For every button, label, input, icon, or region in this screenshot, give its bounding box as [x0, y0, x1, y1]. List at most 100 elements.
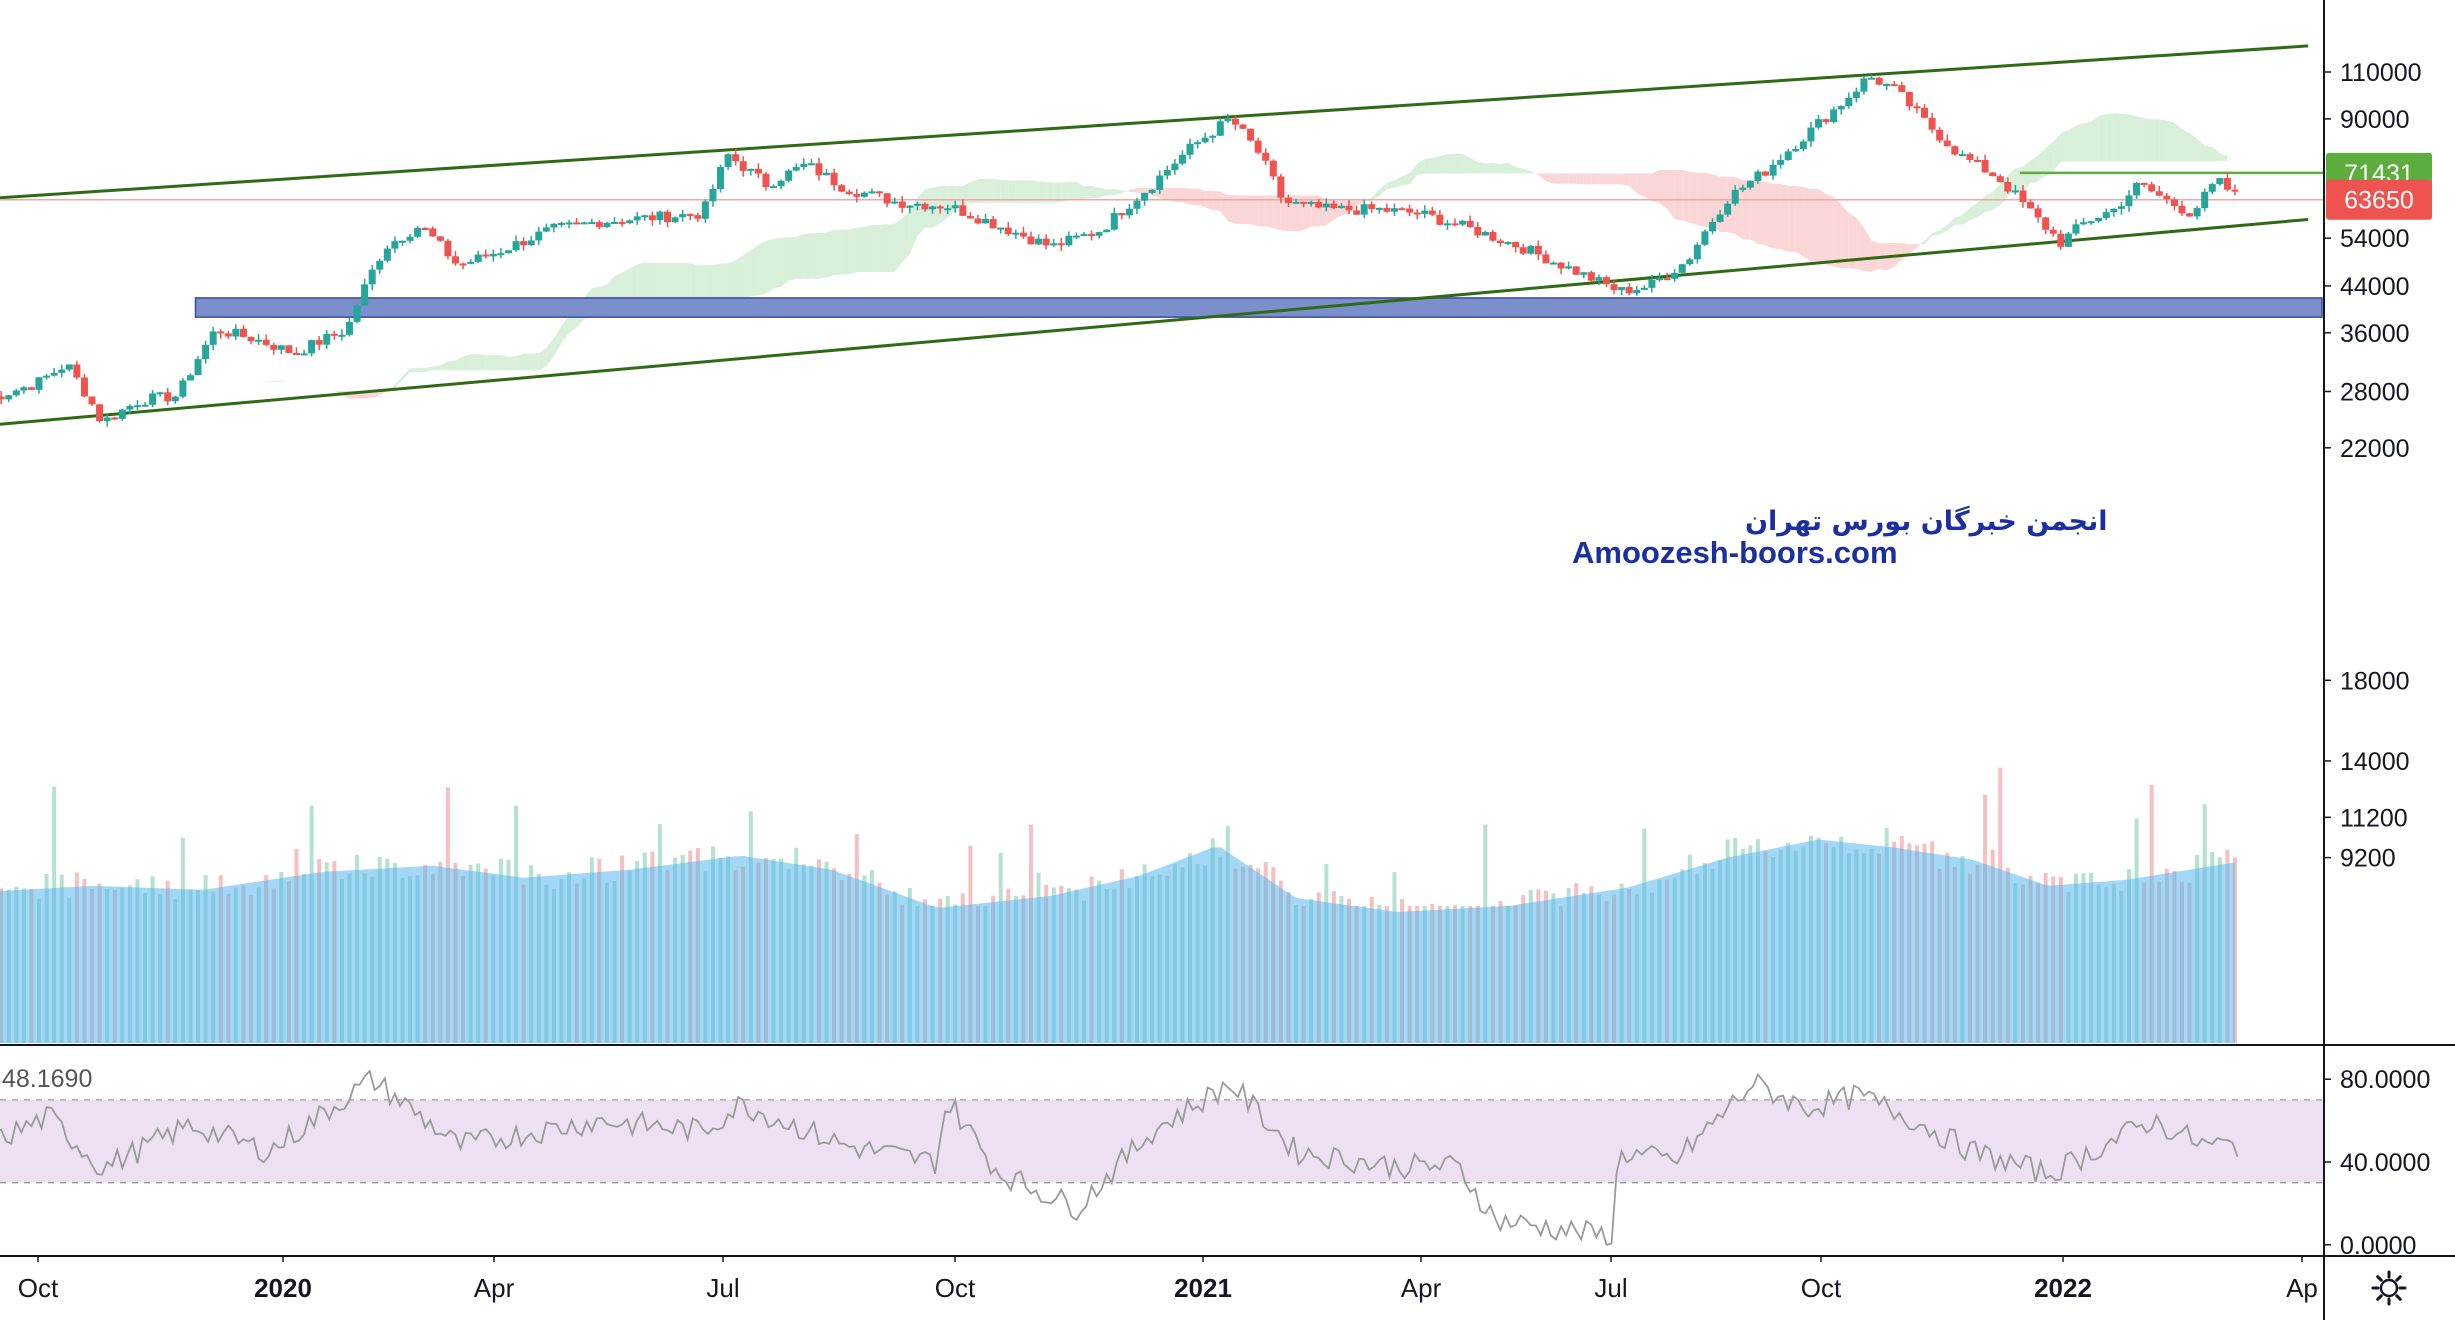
candle-body	[20, 387, 28, 391]
cloud-segment	[2106, 113, 2114, 162]
cloud-segment	[1969, 202, 1978, 221]
cloud-segment	[1394, 176, 1403, 189]
cloud-segment	[1197, 188, 1206, 208]
support-zone-rect[interactable]	[194, 297, 2323, 318]
cloud-segment	[1659, 169, 1668, 209]
candle-body	[65, 364, 73, 370]
cloud-segment	[1833, 196, 1842, 268]
candle-body	[126, 405, 134, 410]
candle-body	[2087, 221, 2095, 224]
candle-body	[1769, 164, 1777, 176]
cloud-segment	[803, 233, 812, 279]
candle-body	[1012, 232, 1020, 235]
candle-body	[747, 168, 755, 171]
candle-body	[2216, 178, 2224, 185]
price-axis[interactable]: 110000 90000 54000 44000 36000 28000 22000 1800…	[2324, 59, 2430, 1260]
drawing-lines[interactable]	[0, 44, 2324, 426]
candle-body	[1322, 203, 1330, 208]
cloud-segment	[2121, 113, 2129, 162]
cloud-segment	[1826, 194, 1834, 267]
cloud-segment	[1591, 173, 1599, 185]
candle-body	[883, 193, 891, 204]
candle-body	[398, 240, 406, 243]
cloud-segment	[644, 262, 653, 306]
cloud-segment	[1863, 227, 1872, 272]
cloud-segment	[2022, 160, 2031, 191]
cloud-segment	[1909, 244, 1917, 254]
candle-body	[50, 372, 58, 376]
candle-body	[974, 218, 982, 224]
candle-body	[1580, 272, 1588, 275]
cloud-segment	[1735, 176, 1743, 240]
candle-body	[451, 256, 459, 264]
candle-body	[103, 417, 111, 422]
candle-body	[611, 221, 619, 224]
cloud-segment	[1129, 188, 1137, 193]
cloud-segment	[1553, 173, 1562, 184]
price-tick-label: 54000	[2340, 225, 2410, 253]
candle-body	[1852, 91, 1860, 98]
cloud-segment	[758, 241, 766, 296]
candle-body	[2019, 190, 2027, 202]
cloud-segment	[1023, 180, 1031, 203]
cloud-segment	[1621, 173, 1630, 187]
candle-body	[368, 269, 376, 285]
cloud-segment	[1871, 240, 1880, 272]
candle-body	[527, 240, 535, 246]
cloud-segment	[1742, 180, 1751, 240]
cloud-segment	[1008, 180, 1016, 203]
cloud-segment	[1296, 195, 1304, 232]
candle-body	[1353, 210, 1361, 215]
cloud-segment	[1402, 173, 1410, 186]
cloud-segment	[1818, 189, 1827, 265]
candle-body	[1178, 154, 1186, 164]
candle-body	[565, 222, 573, 225]
cloud-segment	[788, 236, 797, 281]
candle-body	[823, 172, 831, 176]
candle-body	[1027, 236, 1035, 245]
candle-body	[1572, 266, 1580, 275]
cloud-segment	[470, 354, 479, 371]
cloud-segment	[1583, 173, 1592, 185]
candle-body	[292, 352, 300, 355]
time-tick-label: Jul	[706, 1273, 739, 1303]
cloud-segment	[1190, 188, 1198, 205]
candle-body	[2231, 189, 2239, 192]
cloud-segment	[2174, 123, 2182, 162]
cloud-segment	[1954, 214, 1963, 225]
candle-body	[1519, 247, 1527, 254]
cloud-segment	[1576, 173, 1584, 185]
candle-body	[1974, 159, 1982, 162]
candle-body	[588, 222, 596, 225]
candle-body	[959, 205, 967, 216]
cloud-segment	[796, 234, 804, 279]
candle-body	[141, 404, 149, 407]
candle-body	[1981, 160, 1989, 173]
candle-body	[1254, 140, 1262, 153]
candle-body	[262, 339, 270, 345]
candle-body	[1231, 118, 1239, 125]
candle-body	[323, 333, 331, 345]
channel-lower-line[interactable]	[0, 217, 2309, 426]
rsi-band	[0, 1099, 2324, 1183]
candle-body	[1777, 160, 1785, 165]
cloud-segment	[1674, 169, 1683, 221]
cloud-segment	[720, 263, 729, 301]
candle-body	[512, 241, 520, 251]
candle-body	[1678, 264, 1686, 273]
candle-body	[1398, 208, 1406, 211]
cloud-segment	[447, 360, 456, 371]
channel-upper-line[interactable]	[0, 44, 2309, 200]
support-zone[interactable]	[194, 297, 2323, 318]
cloud-segment	[1939, 224, 1948, 235]
time-axis[interactable]: Oct 2020 Apr Jul Oct 2021 Apr Jul Oct 2022 Ap	[18, 1256, 2318, 1303]
candle-body	[906, 205, 914, 208]
cloud-segment	[993, 178, 1001, 203]
gear-icon[interactable]	[2371, 1270, 2407, 1306]
candle-body	[2102, 212, 2110, 218]
candle-body	[2178, 205, 2186, 214]
cloud-segment	[531, 353, 539, 371]
candle-body	[285, 345, 293, 353]
